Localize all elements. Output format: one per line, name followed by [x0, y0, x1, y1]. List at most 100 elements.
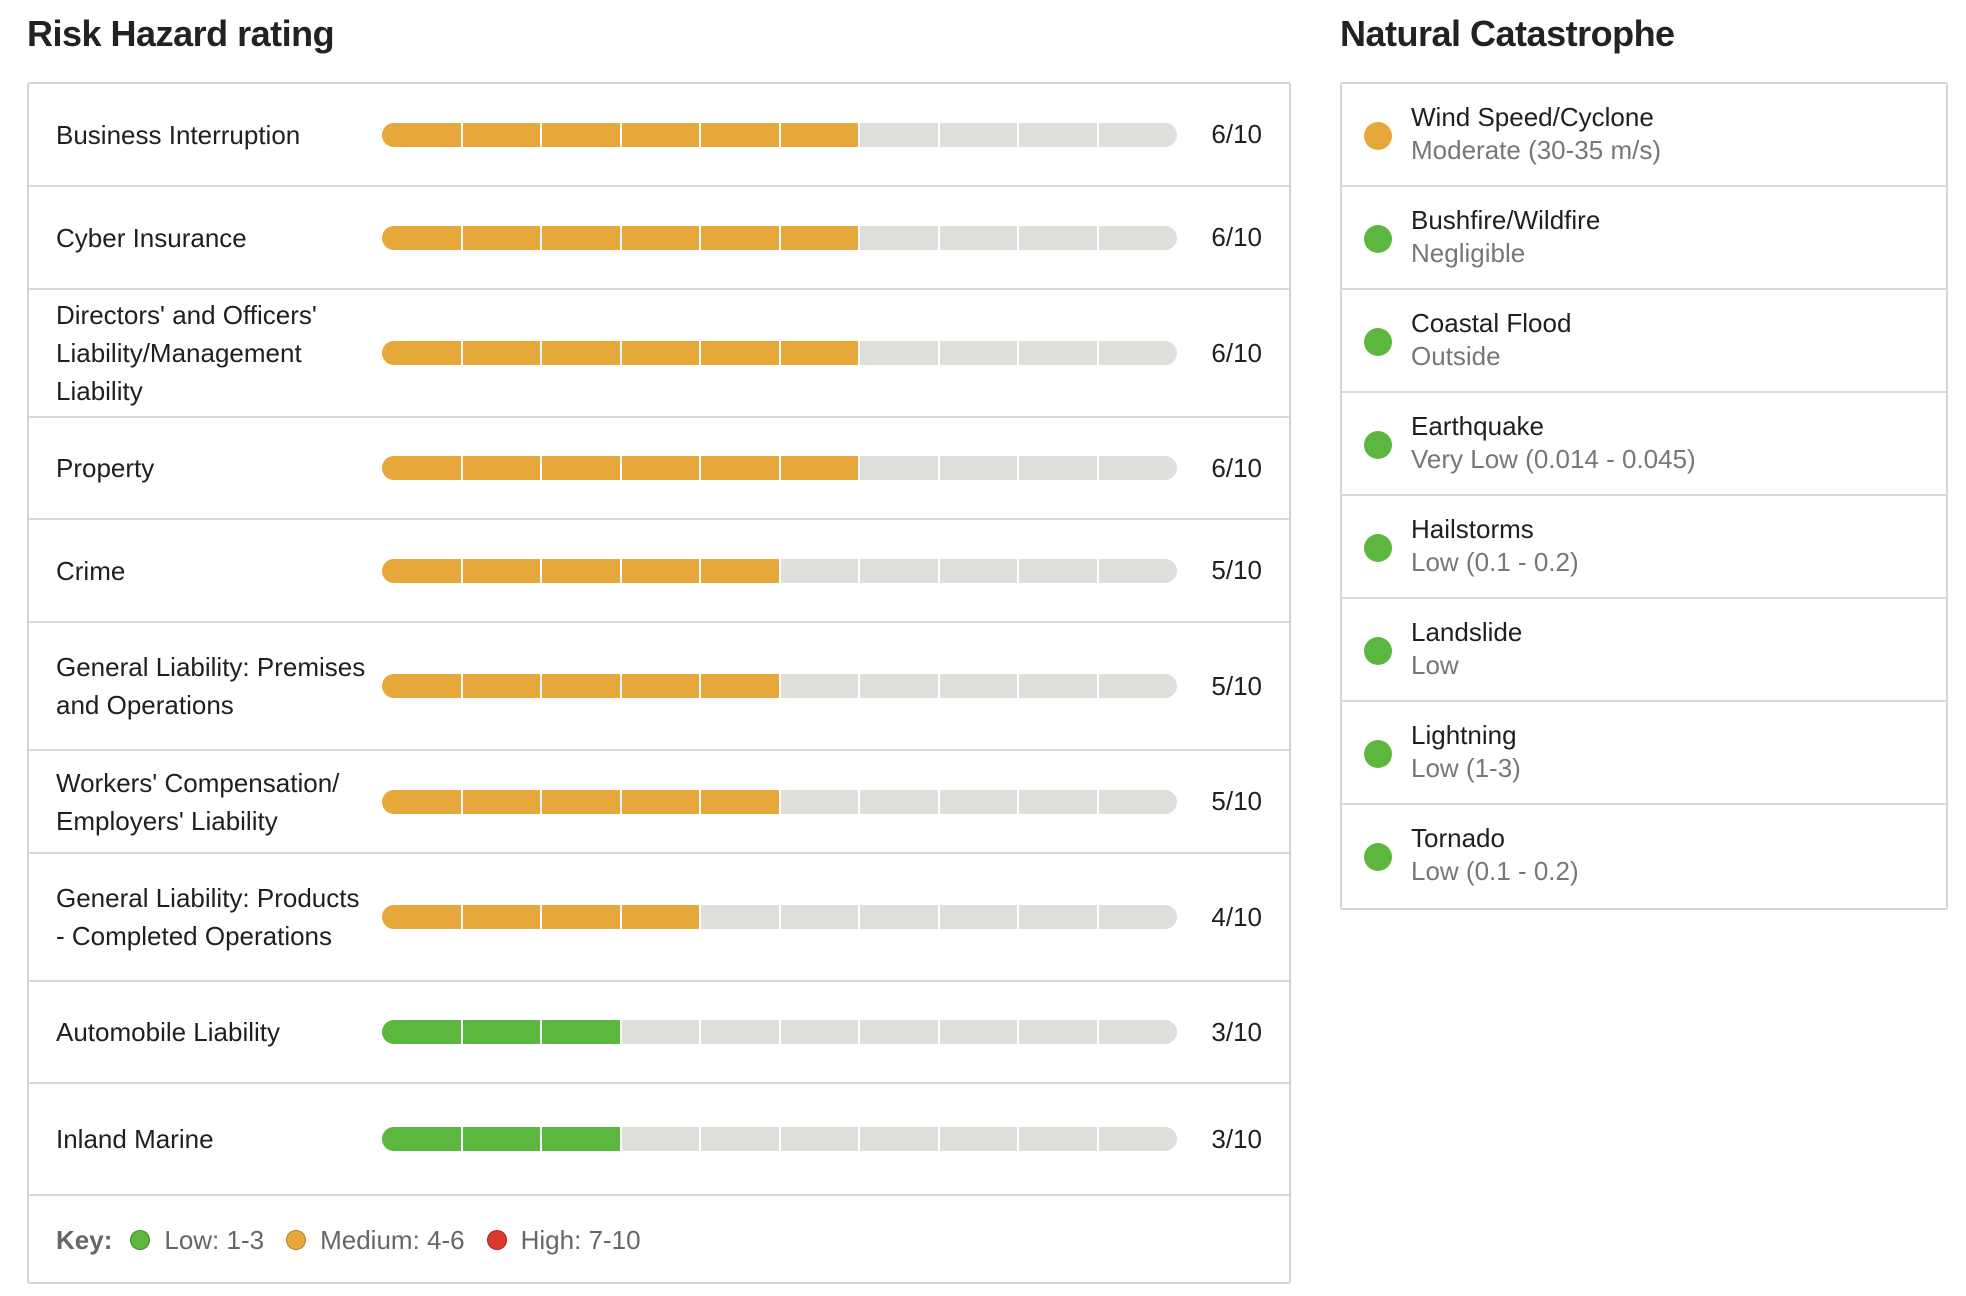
risk-level-dot-icon [1364, 328, 1392, 356]
bar-segment-divider [1017, 1127, 1019, 1151]
risk-level-dot-icon [1364, 740, 1392, 768]
bar-segment-divider [1096, 1020, 1099, 1044]
bar-segment-divider [540, 1127, 542, 1151]
bar-segment-divider [778, 789, 781, 814]
key-high-label: High: 7-10 [520, 1224, 641, 1255]
bar-segment-divider [937, 341, 940, 365]
catastrophe-name: Earthquake [1411, 411, 1544, 441]
bar-segment-divider [778, 122, 781, 147]
bar-segment-divider [1096, 122, 1099, 147]
bar-segment-divider [937, 1020, 940, 1044]
risk-row-general-liability-premises-and-operations: General Liability: Premises and Operatio… [29, 623, 1289, 751]
risk-rating-bar [382, 674, 1177, 698]
bar-segment-divider [1096, 225, 1099, 250]
bar-segment-divider [619, 225, 622, 250]
bar-segment-divider [858, 558, 860, 583]
natural-catastrophe-panel: Wind Speed/Cyclone Moderate (30-35 m/s) Bu… [1340, 82, 1948, 910]
bar-segment-divider [540, 558, 542, 583]
bar-segment-divider [460, 456, 463, 480]
key-medium-dot-icon [286, 1230, 307, 1250]
bar-segment-divider [1017, 1020, 1019, 1044]
catastrophe-name: Hailstorms [1411, 514, 1534, 544]
risk-level-dot-icon [1364, 843, 1392, 871]
bar-segment-divider [858, 122, 860, 147]
risk-label: Crime [56, 555, 126, 586]
bar-segment-divider [937, 456, 940, 480]
catastrophe-row-hailstorms: Hailstorms Low (0.1 - 0.2) [1342, 496, 1946, 599]
key-item-high: High: 7-10 [486, 1224, 641, 1256]
bar-segment-divider [540, 122, 542, 147]
bar-segment-divider [1017, 789, 1019, 814]
risk-label: Business Interruption [56, 119, 301, 150]
risk-score: 5/10 [1211, 555, 1262, 585]
risk-rating-bar [382, 225, 1177, 250]
catastrophe-value: Low (0.1 - 0.2) [1411, 547, 1579, 577]
risk-row-property: Property 6/10 [29, 418, 1289, 520]
bar-segment-divider [1096, 341, 1099, 365]
bar-segment-divider [778, 905, 781, 929]
bar-segment-divider [460, 558, 463, 583]
bar-segment-divider [619, 456, 622, 480]
risk-level-dot-icon [1364, 637, 1392, 665]
risk-row-automobile-liability: Automobile Liability 3/10 [29, 982, 1289, 1084]
bar-segment-divider [460, 1127, 463, 1151]
bar-segment-divider [778, 1020, 781, 1044]
bar-segment-divider [937, 905, 940, 929]
key-item-low: Low: 1-3 [130, 1225, 264, 1256]
risk-score: 6/10 [1211, 222, 1262, 252]
key-medium-label: Medium: 4-6 [320, 1224, 465, 1255]
bar-segment-divider [1096, 558, 1099, 583]
natural-catastrophe-title: Natural Catastrophe [1340, 13, 1675, 54]
rating-key: Key: Low: 1-3 Medium: 4-6 High: 7-10 [29, 1196, 1289, 1284]
bar-segment-divider [619, 558, 622, 583]
risk-rating-bar [382, 1127, 1177, 1151]
bar-segment-divider [699, 905, 701, 929]
bar-segment-divider [1017, 905, 1019, 929]
bar-segment-divider [937, 674, 940, 698]
bar-segment-divider [937, 122, 940, 147]
bar-segment-divider [699, 789, 701, 814]
bar-segment-divider [699, 1020, 701, 1044]
bar-segment-divider [778, 1127, 781, 1151]
bar-segment-divider [619, 1020, 622, 1044]
bar-segment-divider [858, 789, 860, 814]
bar-segment-divider [778, 341, 781, 365]
catastrophe-value: Very Low (0.014 - 0.045) [1411, 444, 1696, 474]
risk-label: Inland Marine [56, 1124, 214, 1154]
bar-segment-divider [858, 1127, 860, 1151]
bar-segment-divider [937, 558, 940, 583]
bar-segment-divider [778, 558, 781, 583]
bar-segment-divider [619, 122, 622, 147]
bar-segment-divider [1017, 674, 1019, 698]
risk-level-dot-icon [1364, 534, 1392, 562]
catastrophe-row-lightning: Lightning Low (1-3) [1342, 702, 1946, 805]
catastrophe-name: Tornado [1411, 823, 1505, 853]
risk-score: 5/10 [1211, 786, 1262, 816]
risk-hazard-panel: Key: Low: 1-3 Medium: 4-6 High: 7-10 Bus… [27, 82, 1291, 1284]
key-low-label: Low: 1-3 [164, 1224, 265, 1255]
risk-score: 3/10 [1211, 1016, 1262, 1047]
bar-segment-divider [619, 789, 622, 814]
catastrophe-name: Wind Speed/Cyclone [1411, 102, 1654, 132]
bar-segment-divider [1017, 341, 1019, 365]
bar-segment-divider [1096, 1127, 1099, 1151]
bar-segment-divider [1017, 122, 1019, 147]
bar-segment-divider [460, 122, 463, 147]
catastrophe-value: Negligible [1411, 238, 1526, 268]
risk-hazard-title: Risk Hazard rating [27, 13, 335, 54]
bar-segment-divider [619, 674, 622, 698]
bar-segment-divider [858, 674, 860, 698]
bar-segment-divider [1096, 789, 1099, 814]
bar-segment-divider [778, 225, 781, 250]
bar-segment-divider [1017, 456, 1019, 480]
bar-segment-divider [460, 905, 463, 929]
risk-score: 3/10 [1211, 1123, 1262, 1154]
risk-level-dot-icon [1364, 431, 1392, 459]
risk-row-inland-marine: Inland Marine 3/10 [29, 1084, 1289, 1196]
catastrophe-row-bushfire-wildfire: Bushfire/Wildfire Negligible [1342, 187, 1946, 290]
bar-segment-divider [937, 225, 940, 250]
risk-row-business-interruption: Business Interruption 6/10 [29, 84, 1289, 187]
key-low-dot-icon [130, 1230, 151, 1250]
catastrophe-row-landslide: Landslide Low [1342, 599, 1946, 702]
